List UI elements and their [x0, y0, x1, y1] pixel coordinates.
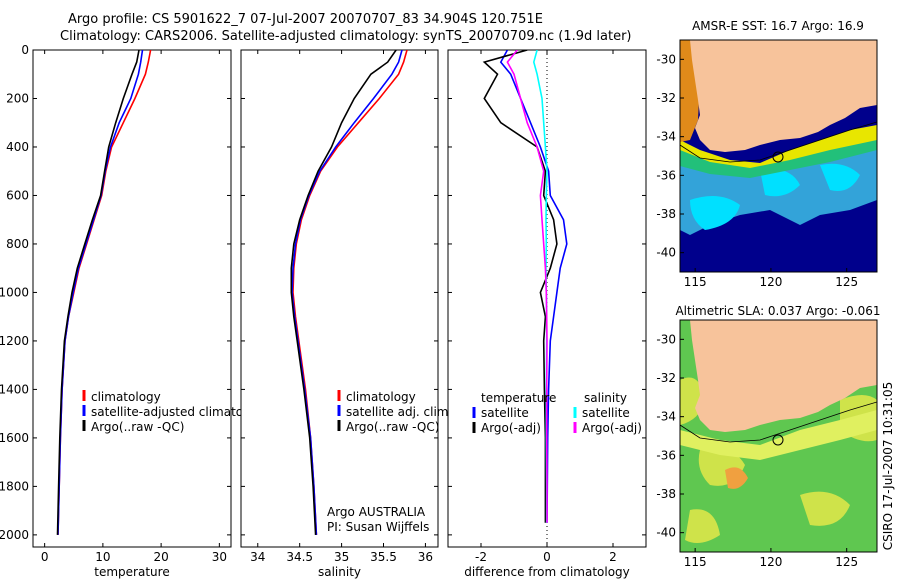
difference-series-group: [482, 50, 568, 523]
map-y-tick-label: -30: [656, 52, 676, 66]
map-y-tick-label: -30: [656, 332, 676, 346]
map-x-tick-label: 120: [759, 275, 782, 289]
sst-land: [690, 40, 877, 152]
map-x-tick-label: 125: [835, 555, 858, 569]
y-tick-label: 2000: [0, 528, 29, 542]
series-line-satellite-adj-clim-: [291, 50, 403, 535]
temperature-axes-frame: [32, 49, 232, 548]
y-tick-label: 800: [6, 237, 29, 251]
series-line-temperature-argo-adj-: [482, 50, 558, 523]
sla-map-title: Altimetric SLA: 0.037 Argo: -0.061: [675, 304, 880, 318]
y-tick-label: 1400: [0, 382, 29, 396]
x-tick-label: 30: [212, 550, 227, 564]
map-y-tick-label: -38: [656, 487, 676, 501]
sla-map-frame: [679, 319, 878, 553]
sla-yellow-patches: [680, 377, 877, 544]
legend-label: Argo(-adj): [481, 421, 541, 435]
map-x-tick-label: 115: [684, 555, 707, 569]
legend-label: climatology: [91, 390, 161, 404]
series-line-argo-raw-qc-: [290, 50, 397, 535]
x-tick-label: 0: [543, 550, 551, 564]
sst-green-edge: [680, 140, 877, 178]
sst-map-title: AMSR-E SST: 16.7 Argo: 16.9: [692, 19, 864, 33]
x-tick-label: 34.5: [286, 550, 313, 564]
map-x-tick-label: 115: [684, 275, 707, 289]
map-y-tick-label: -32: [656, 371, 676, 385]
x-tick-label: 20: [153, 550, 168, 564]
sst-map-panel: AMSR-E SST: 16.7 Argo: 16.9 115 120 125 -30…: [656, 19, 878, 289]
x-tick-label: 10: [95, 550, 110, 564]
figure-title-line2: Climatology: CARS2006. Satellite-adjuste…: [60, 29, 632, 44]
sla-bright-shelf: [680, 410, 877, 460]
sst-warm-shelf: [680, 125, 877, 170]
y-tick-label: 1600: [0, 431, 29, 445]
operator-annotation: PI: Susan Wijffels: [327, 520, 429, 534]
legend-label: Argo(-adj): [582, 421, 642, 435]
sst-profile-marker: [772, 151, 784, 163]
operator-annotation: Argo AUSTRALIA: [327, 505, 426, 519]
x-tick-label: 34: [250, 550, 265, 564]
legend-label: satellite: [481, 406, 529, 420]
temperature-x-axis-label: temperature: [94, 565, 169, 579]
map-x-tick-label: 120: [759, 555, 782, 569]
y-tick-label: 0: [21, 43, 29, 57]
y-tick-label: 1800: [0, 479, 29, 493]
salinity-series-group: [290, 50, 408, 535]
temperature-series-group: [56, 50, 152, 535]
x-tick-label: 36: [418, 550, 433, 564]
legend-label: satellite: [582, 406, 630, 420]
y-tick-label: 600: [6, 188, 29, 202]
salinity-x-axis-label: salinity: [318, 565, 361, 579]
legend-label: satellite-adjusted climatology: [91, 405, 269, 419]
map-y-tick-label: -34: [656, 410, 676, 424]
legend-group-title: temperature: [481, 391, 556, 405]
map-y-tick-label: -34: [656, 130, 676, 144]
sst-cyan-patches: [690, 163, 860, 230]
difference-x-axis-label: difference from climatology: [464, 565, 630, 579]
series-line-argo-raw-qc-: [56, 50, 140, 535]
sla-land: [690, 320, 877, 432]
sla-profile-marker: [772, 434, 784, 446]
legend-label: climatology: [346, 390, 416, 404]
salinity-axes-frame: [240, 49, 439, 548]
map-x-tick-label: 125: [835, 275, 858, 289]
temperature-panel: 0 10 20 30 temperature 0 200 400 600 800 1000 1200 1…: [0, 43, 269, 579]
legend-label: satellite adj. clim.: [346, 405, 452, 419]
sla-orange-blob: [725, 467, 748, 489]
legend-label: Argo(..raw -QC): [346, 420, 439, 434]
legend-group-title: salinity: [584, 391, 627, 405]
side-timestamp: CSIRO 17-Jul-2007 10:31:05: [881, 382, 895, 550]
sst-shelf-contour: [680, 121, 877, 163]
series-line-salinity-argo-adj-: [506, 50, 548, 523]
x-tick-label: 2: [609, 550, 617, 564]
y-tick-label: 200: [6, 91, 29, 105]
x-tick-label: 0: [41, 550, 49, 564]
y-tick-label: 1000: [0, 285, 29, 299]
map-y-tick-label: -32: [656, 91, 676, 105]
sla-map-panel: Altimetric SLA: 0.037 Argo: -0.061 115 12…: [656, 304, 880, 569]
map-y-tick-label: -36: [656, 168, 676, 182]
y-tick-label: 1200: [0, 334, 29, 348]
map-y-tick-label: -38: [656, 207, 676, 221]
sst-map-frame: [679, 39, 878, 273]
y-tick-label: 400: [6, 140, 29, 154]
map-y-tick-label: -36: [656, 448, 676, 462]
salinity-panel: 34 34.5 35 35.5 36 salinity climatologysatelli…: [240, 49, 452, 579]
legend-label: Argo(..raw -QC): [91, 420, 184, 434]
x-tick-label: 35.5: [370, 550, 397, 564]
x-tick-label: -2: [475, 550, 487, 564]
map-y-tick-label: -40: [656, 526, 676, 540]
map-y-tick-label: -40: [656, 246, 676, 260]
sla-shelf-contour: [680, 401, 877, 443]
figure-title-line1: Argo profile: CS 5901622_7 07-Jul-2007 2…: [68, 12, 543, 27]
x-tick-label: 35: [334, 550, 349, 564]
